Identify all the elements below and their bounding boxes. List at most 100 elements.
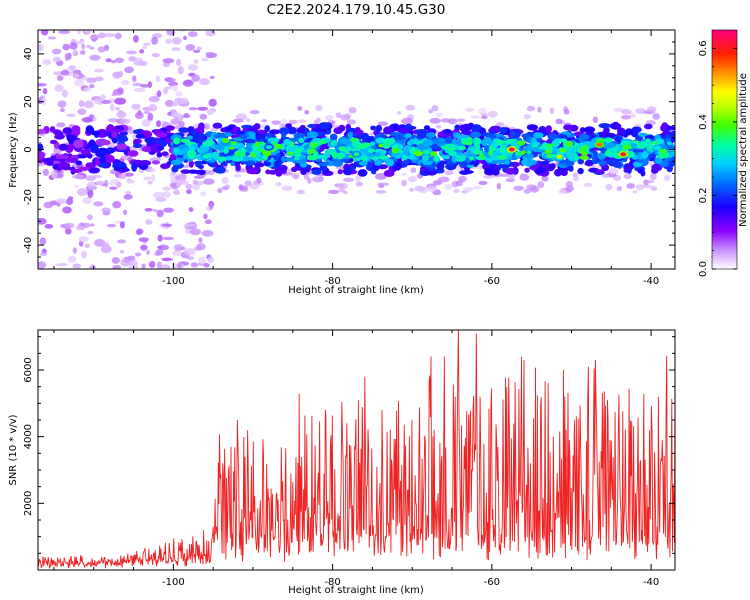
heatmap-cell [523, 114, 531, 120]
heatmap-cell [47, 36, 57, 40]
heatmap-cell [145, 219, 153, 225]
heatmap-cell [554, 168, 562, 177]
heatmap-cell [583, 182, 593, 188]
heatmap-cell [661, 152, 670, 158]
heatmap-cell [297, 106, 303, 111]
heatmap-cell [43, 201, 54, 209]
heatmap-cell [141, 263, 146, 269]
heatmap-cell [539, 160, 549, 166]
heatmap-cell [391, 144, 399, 149]
heatmap-cell [293, 132, 306, 139]
heatmap-cell [109, 186, 118, 190]
heatmap-cell [496, 183, 501, 190]
heatmap-cell [403, 145, 412, 151]
heatmap-cell [538, 126, 547, 134]
heatmap-cell [192, 179, 198, 185]
heatmap-cell [545, 143, 555, 147]
heatmap-cell [383, 169, 395, 177]
heatmap-cell [161, 257, 173, 262]
heatmap-cell [155, 75, 160, 83]
heatmap-cell [224, 132, 233, 137]
heatmap-cell [577, 158, 584, 165]
heatmap-cell [94, 76, 104, 82]
heatmap-cell [324, 114, 334, 121]
heatmap-cell [185, 183, 193, 190]
heatmap-cell [180, 169, 191, 174]
heatmap-cell [577, 167, 584, 175]
heatmap-cell [90, 130, 101, 136]
heatmap-cell [249, 110, 260, 115]
heatmap-cell [499, 126, 507, 134]
heatmap-cell [55, 198, 67, 205]
heatmap-cell [303, 173, 310, 180]
heatmap-cell [405, 104, 416, 111]
heatmap-cell [202, 154, 210, 159]
heatmap-cell [315, 104, 323, 112]
heatmap-cell [178, 127, 190, 133]
heatmap-cell [296, 127, 305, 135]
heatmap-cell [119, 221, 125, 229]
heatmap-cell [316, 117, 321, 123]
heatmap-cell [578, 133, 590, 140]
heatmap-cell [259, 144, 264, 149]
heatmap-cell [134, 252, 142, 257]
snr-y-label: SNR (10 * v/v) [8, 414, 19, 485]
heatmap-cell [238, 185, 249, 190]
heatmap-cell [377, 164, 388, 170]
heatmap-cell [478, 180, 488, 186]
heatmap-cell [350, 137, 360, 143]
heatmap-cell [391, 147, 400, 154]
heatmap-cell [235, 113, 248, 121]
heatmap-cell [641, 151, 649, 159]
heatmap-cell [163, 87, 169, 95]
heatmap-cell [421, 155, 429, 161]
x-tick-label: -100 [162, 276, 185, 287]
heatmap-cell [526, 150, 532, 154]
heatmap-cell [475, 147, 480, 152]
heatmap-cell [640, 169, 646, 177]
heatmap-cell [572, 172, 579, 178]
heatmap-cell [100, 245, 112, 254]
heatmap-cell [41, 30, 49, 36]
heatmap-cell [220, 127, 227, 133]
heatmap-cell [521, 150, 526, 155]
heatmap-cell [405, 123, 413, 130]
colorbar: 0.0 0.2 0.4 0.6 Normalized spectral amplitu… [698, 29, 749, 277]
heatmap-cell [281, 132, 287, 139]
heatmap-cell [429, 117, 441, 124]
heatmap-cell [107, 118, 119, 123]
heatmap-cell [297, 119, 307, 123]
heatmap-cell [671, 156, 675, 164]
heatmap-cell [93, 201, 104, 207]
heatmap-cell [318, 176, 324, 182]
heatmap-cell [156, 90, 162, 98]
heatmap-cell [291, 166, 298, 173]
heatmap-cell [118, 167, 130, 173]
heatmap-cell [81, 43, 86, 50]
heatmap-cell [306, 131, 319, 139]
heatmap-cell [622, 144, 632, 150]
y-tick-label: 4000 [23, 424, 34, 449]
x-tick-label: -40 [643, 276, 659, 287]
heatmap-cell [165, 125, 175, 131]
heatmap-cell [664, 174, 670, 182]
snr-frame [37, 329, 676, 571]
heatmap-cell [426, 185, 437, 193]
heatmap-cell [318, 122, 331, 130]
heatmap-cell [186, 135, 194, 140]
heatmap-cell [233, 174, 242, 178]
heatmap-cell [172, 84, 178, 92]
heatmap-cell [65, 157, 79, 163]
heatmap-cell [340, 138, 352, 145]
heatmap-cell [598, 160, 607, 166]
heatmap-cell [112, 201, 122, 209]
heatmap-cell [84, 243, 90, 248]
heatmap-cell [612, 161, 622, 168]
heatmap-cell [343, 191, 348, 194]
heatmap-cell [567, 154, 574, 158]
heatmap-cell [492, 168, 500, 176]
heatmap-cell [608, 168, 619, 175]
heatmap-cell [156, 120, 162, 128]
y-tick-label: 6000 [23, 357, 34, 382]
heatmap-cell [111, 60, 116, 64]
